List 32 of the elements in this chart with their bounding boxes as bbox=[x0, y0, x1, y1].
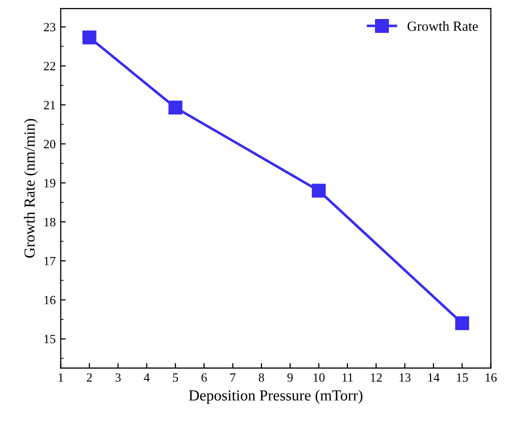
legend-label: Growth Rate bbox=[408, 21, 478, 31]
y-tick-label: 19 bbox=[44, 178, 56, 188]
y-axis-title: Growth Rate (nm/min) bbox=[24, 118, 38, 258]
y-tick-label: 23 bbox=[44, 22, 56, 32]
x-tick-label: 5 bbox=[173, 373, 178, 382]
x-tick-label: 14 bbox=[428, 373, 440, 382]
x-tick-label: 6 bbox=[202, 373, 207, 382]
x-tick-label: 8 bbox=[258, 373, 264, 382]
y-tick-label: 22 bbox=[44, 62, 56, 70]
point bbox=[82, 30, 96, 44]
x-tick-label: 7 bbox=[230, 373, 236, 382]
x-tick-label: 16 bbox=[486, 373, 497, 382]
y-tick-label: 21 bbox=[44, 100, 56, 110]
x-axis-title: Deposition Pressure (mTorr) bbox=[188, 390, 362, 404]
x-tick-label: 12 bbox=[370, 373, 382, 382]
y-tick-label: 15 bbox=[44, 334, 56, 344]
point bbox=[312, 184, 326, 198]
point bbox=[455, 316, 470, 330]
x-tick-label: 3 bbox=[116, 373, 121, 382]
point bbox=[168, 100, 182, 115]
x-tick-label: 15 bbox=[456, 373, 468, 382]
x-tick-label: 1 bbox=[58, 373, 64, 382]
y-tick-label: 16 bbox=[44, 296, 56, 304]
x-tick-label: 11 bbox=[342, 373, 353, 382]
y-tick-label: 18 bbox=[44, 218, 56, 226]
y-tick-label: 20 bbox=[44, 140, 56, 148]
y-tick-label: 17 bbox=[44, 256, 56, 266]
x-tick-label: 2 bbox=[86, 373, 92, 382]
x-tick-label: 9 bbox=[287, 373, 293, 382]
x-tick-label: 10 bbox=[314, 373, 325, 382]
x-tick-label: 4 bbox=[144, 373, 150, 382]
x-tick-label: 13 bbox=[400, 373, 411, 382]
